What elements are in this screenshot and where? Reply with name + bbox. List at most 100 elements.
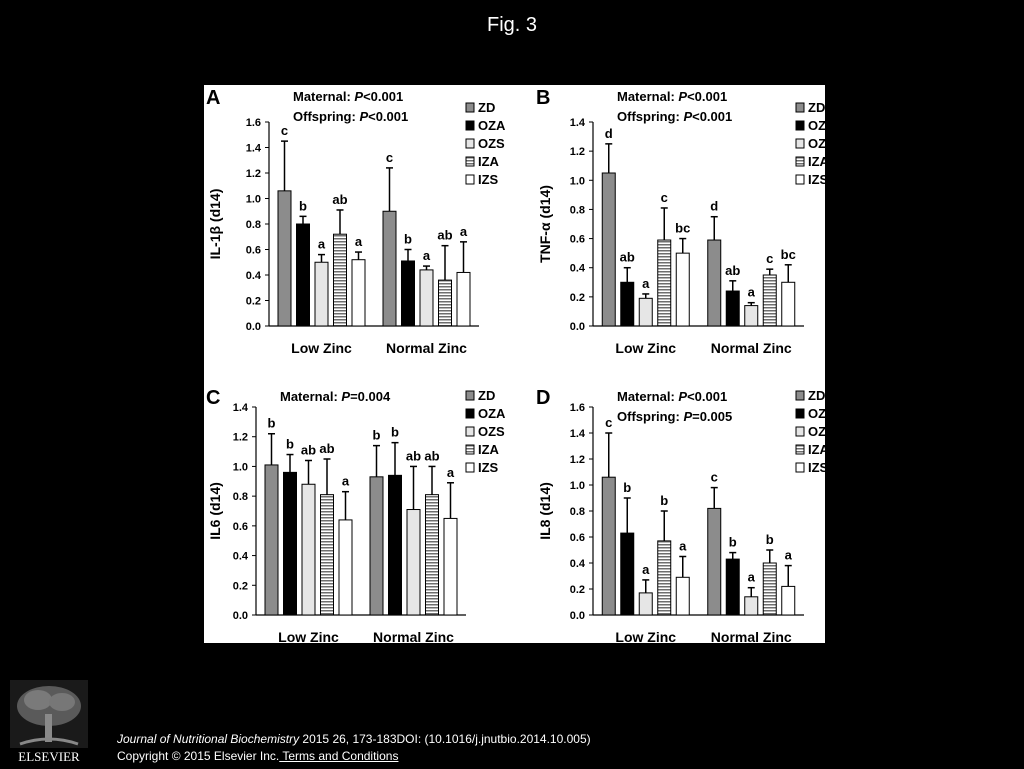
significance-letter: b [623,480,631,495]
bar-oza [725,290,740,327]
y-tick-label: 0.2 [233,580,248,592]
legend-swatch [465,120,475,131]
bar-zd [264,464,279,616]
y-tick-label: 1.6 [246,117,261,129]
significance-letter: c [281,123,288,138]
bar-izs [351,259,366,327]
panel-c: C Maternal: P=0.004 0.0 0.2 0.4 0.6 0.8 1.0 1.2 1… [206,387,506,643]
y-tick-label: 1.4 [570,428,586,440]
bar-ozs [301,483,316,616]
stats-value: <0.001 [368,109,408,124]
significance-letter: b [268,416,276,431]
significance-letter: bc [781,247,796,262]
legend-label: ZD [478,388,495,403]
legend-label: IZA [808,442,825,457]
bar-izs [675,252,690,327]
significance-letter: ab [725,263,740,278]
stats-prefix: Offspring: [617,109,683,124]
legend-label: ZD [808,100,825,115]
bar-ozs [744,596,759,616]
stats-value: <0.001 [687,389,727,404]
citation-block: Journal of Nutritional Biochemistry 2015… [117,731,591,765]
legend-swatch [795,390,805,401]
significance-letter: bc [675,221,690,236]
y-tick-label: 0.2 [246,296,261,308]
y-tick-label: 0.4 [233,551,249,563]
bar-oza [388,474,402,616]
stats-value: <0.001 [692,109,732,124]
significance-letter: c [711,470,718,485]
bar-ozs [406,509,421,616]
stats-annotation: Maternal: P<0.001 [293,89,403,104]
legend-swatch [465,174,475,185]
bar-iza [762,562,777,616]
panel-letter: B [536,87,550,109]
stats-prefix: Maternal: [280,389,341,404]
y-tick-label: 0.0 [570,610,585,622]
legend-label: IZS [808,460,825,475]
legend-label: OZS [808,136,825,151]
stats-p: P [683,409,692,424]
stats-value: =0.004 [350,389,391,404]
legend-label: ZD [478,100,495,115]
significance-letter: a [447,465,455,480]
legend-swatch [465,102,475,113]
y-tick-label: 1.2 [233,432,248,444]
journal-name: Journal of Nutritional Biochemistry [117,732,300,746]
legend-swatch [465,426,475,437]
legend-swatch [465,408,475,419]
significance-letter: d [710,199,718,214]
legend-swatch [795,444,805,455]
legend-swatch [795,102,805,113]
bar-iza [333,233,347,327]
terms-link[interactable]: Terms and Conditions [279,749,399,763]
legend-label: OZA [808,118,825,133]
bar-ozs [419,269,434,327]
bar-oza [725,558,740,616]
legend-label: IZS [808,172,825,187]
x-category-label: Low Zinc [615,629,676,643]
stats-value: <0.001 [363,89,403,104]
legend-swatch [465,138,475,149]
legend-label: IZA [478,154,500,169]
stats-p: P [359,109,368,124]
significance-letter: c [605,415,612,430]
legend-label: OZS [478,424,505,439]
significance-letter: a [423,248,431,263]
stats-p: P [683,109,692,124]
significance-letter: b [766,532,774,547]
significance-letter: ab [319,441,334,456]
stats-annotation: Offspring: P<0.001 [617,109,732,124]
bar-oza [283,471,297,616]
y-tick-label: 1.2 [570,454,585,466]
elsevier-logo: ELSEVIER [10,680,88,764]
bar-zd [601,172,616,327]
y-tick-label: 1.0 [233,461,248,473]
bar-ozs [744,305,759,327]
legend-swatch [795,408,805,419]
citation-details: 2015 26, 173-183DOI: (10.1016/j.jnutbio.… [299,732,591,746]
significance-letter: c [661,190,668,205]
y-tick-label: 0.4 [570,558,586,570]
stats-prefix: Maternal: [293,89,354,104]
y-axis-label: TNF-α (d14) [537,185,553,263]
legend-swatch [465,156,475,167]
panel-letter: A [206,87,220,109]
significance-letter: a [785,548,793,563]
y-tick-label: 0.8 [246,219,261,231]
bar-ozs [638,297,653,327]
legend-label: OZS [478,136,505,151]
y-tick-label: 0.4 [246,270,262,282]
y-tick-label: 0.6 [570,532,585,544]
y-tick-label: 0.8 [570,506,585,518]
y-tick-label: 0.8 [570,204,585,216]
stats-p: P [354,89,363,104]
legend-swatch [795,120,805,131]
x-category-label: Low Zinc [615,340,676,356]
legend-swatch [795,156,805,167]
stats-prefix: Offspring: [617,409,683,424]
stats-p: P [341,389,350,404]
x-category-label: Low Zinc [291,340,352,356]
x-category-label: Normal Zinc [373,629,454,643]
